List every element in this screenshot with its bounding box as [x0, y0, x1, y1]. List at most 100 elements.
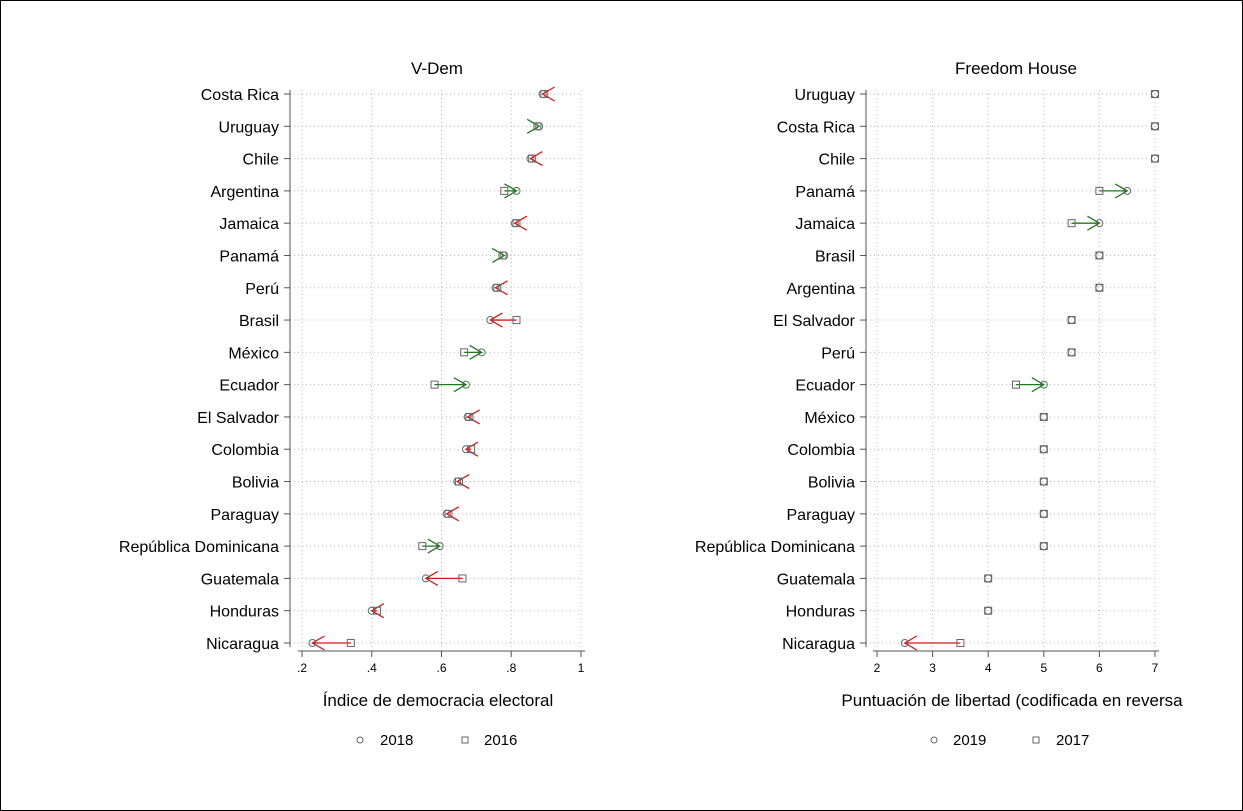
change-arrow-head — [494, 280, 508, 296]
point-2019 — [1039, 380, 1048, 389]
change-arrow-head — [513, 215, 528, 231]
change-arrow-head — [445, 506, 460, 522]
point-2019 — [984, 574, 993, 583]
change-arrow-head — [1087, 215, 1101, 231]
y-tick-label: Ecuador — [795, 378, 855, 395]
y-tick-label: Perú — [821, 345, 855, 362]
y-tick-label: El Salvador — [773, 313, 855, 330]
legend-label: 2018 — [380, 732, 413, 749]
change-arrow-head — [526, 118, 541, 134]
y-tick-label: Brasil — [239, 313, 279, 330]
point-2019 — [1039, 509, 1048, 518]
x-tick-label: .4 — [367, 661, 377, 675]
legend-label: 2016 — [484, 732, 517, 749]
point-2017 — [1067, 219, 1076, 228]
point-2018 — [491, 283, 500, 292]
point-2018 — [486, 316, 495, 325]
x-tick-label: 5 — [1040, 661, 1047, 675]
point-2016 — [458, 574, 467, 583]
legend-marker-circle — [930, 736, 938, 744]
x-tick-label: 3 — [929, 661, 936, 675]
change-arrow-head — [903, 635, 918, 651]
change-arrow-head — [469, 344, 483, 360]
y-tick-label: Honduras — [786, 604, 855, 621]
y-tick-label: El Salvador — [197, 410, 279, 427]
change-arrow-head — [427, 538, 442, 554]
point-2018 — [512, 186, 521, 195]
point-2018 — [308, 639, 317, 647]
point-2016 — [467, 445, 476, 454]
change-arrow-head — [1031, 377, 1046, 393]
point-2016 — [512, 316, 521, 325]
point-2018 — [538, 90, 547, 98]
point-2017 — [1012, 380, 1020, 389]
legend-marker-square — [461, 736, 469, 744]
y-tick-label: Uruguay — [795, 87, 855, 104]
y-tick-label: Argentina — [787, 281, 856, 298]
point-2019 — [1151, 90, 1159, 98]
y-tick-label: Chile — [819, 152, 856, 169]
x-axis-label: Puntuación de libertad (codificada en re… — [841, 691, 1183, 710]
point-2019 — [984, 606, 993, 615]
change-arrow-head — [311, 635, 325, 651]
point-2018 — [461, 380, 470, 389]
point-2018 — [442, 509, 451, 518]
point-2018 — [477, 348, 486, 357]
y-tick-label: Colombia — [211, 442, 279, 459]
x-tick-label: 2 — [874, 661, 881, 675]
x-axis-label: Índice de democracia electoral — [323, 691, 554, 710]
legend-marker-square — [1032, 736, 1040, 744]
point-2019 — [1095, 219, 1104, 228]
y-tick-label: República Dominicana — [695, 539, 855, 556]
x-tick-label: 1 — [578, 661, 585, 675]
point-2018 — [535, 122, 544, 131]
y-tick-label: Brasil — [815, 248, 855, 265]
y-tick-label: Guatemala — [777, 571, 855, 588]
y-tick-label: Bolivia — [808, 475, 855, 492]
y-tick-label: Jamaica — [219, 216, 279, 233]
point-2016 — [372, 606, 381, 615]
y-tick-label: Paraguay — [211, 507, 280, 524]
change-arrow-head — [529, 151, 543, 167]
point-2019 — [1039, 445, 1048, 454]
x-tick-label: 6 — [1096, 661, 1103, 675]
legend-marker-circle — [356, 736, 364, 744]
y-tick-label: Panamá — [795, 184, 855, 201]
point-2019 — [1095, 251, 1104, 260]
y-tick-label: República Dominicana — [119, 539, 279, 556]
y-tick-label: Costa Rica — [777, 119, 855, 136]
point-2017 — [1095, 186, 1104, 195]
y-tick-label: Ecuador — [219, 378, 279, 395]
point-2019 — [1039, 477, 1048, 486]
y-tick-label: Jamaica — [795, 216, 855, 233]
point-2018 — [461, 445, 470, 454]
change-arrow-head — [466, 409, 480, 425]
y-tick-label: Paraguay — [787, 507, 856, 524]
change-arrow-head — [504, 183, 518, 199]
change-arrow-head — [455, 473, 470, 490]
change-arrow-head — [453, 377, 468, 393]
change-arrow-head — [464, 441, 479, 457]
point-2018 — [421, 574, 430, 583]
y-tick-label: Honduras — [210, 604, 279, 621]
point-2018 — [510, 219, 519, 228]
point-2019 — [1123, 186, 1132, 195]
point-2018 — [526, 154, 535, 163]
legend-label: 2019 — [953, 732, 986, 749]
y-tick-label: Costa Rica — [201, 87, 279, 104]
x-tick-label: 7 — [1152, 661, 1159, 675]
point-2019 — [1151, 154, 1159, 163]
y-tick-label: Nicaragua — [782, 636, 855, 653]
y-tick-label: Bolivia — [232, 475, 279, 492]
y-tick-label: Argentina — [211, 184, 280, 201]
change-arrow-head — [1114, 183, 1129, 199]
legend-label: 2017 — [1056, 732, 1089, 749]
y-tick-label: Nicaragua — [206, 636, 279, 653]
point-2019 — [1067, 316, 1076, 325]
point-2018 — [500, 251, 509, 260]
y-tick-label: Guatemala — [201, 571, 279, 588]
point-2018 — [453, 477, 462, 486]
x-tick-label: .2 — [297, 661, 307, 675]
point-2016 — [346, 639, 355, 647]
